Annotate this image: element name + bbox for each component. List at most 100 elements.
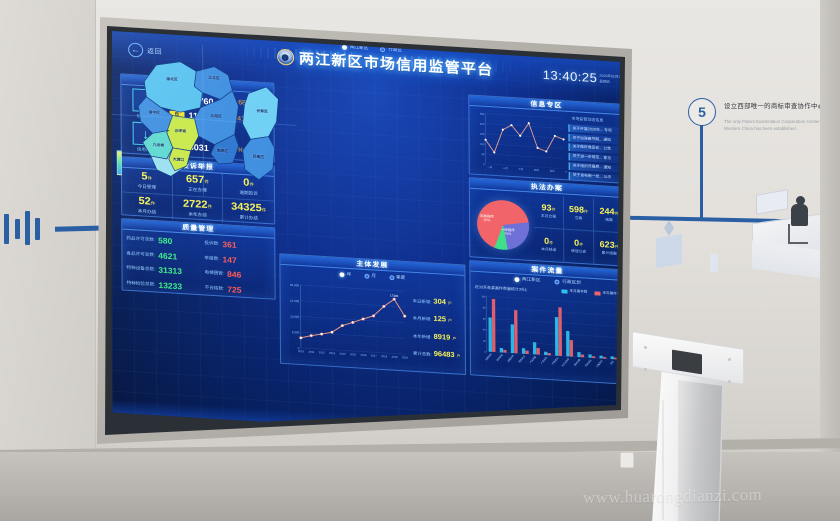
kiosk-edge — [662, 400, 664, 520]
quality-stats-grid: 药品许可总数: 580 投诉数: 361 食品许可总数: 4621 举报数: 147 特种设备总… — [122, 230, 274, 301]
svg-text:100: 100 — [481, 296, 486, 298]
illustration-bottle — [710, 254, 718, 272]
dashboard-screen: ← 返回 两江新区市场信用监管平台 13:40:25 2020年02月28日 星… — [110, 31, 620, 429]
growth-tab[interactable]: 季度 — [388, 274, 406, 281]
complaint-label: 累计办结 — [239, 214, 259, 221]
quality-right-cell: 不合格数: 725 — [199, 280, 271, 299]
enforcement-stat-cell: 0件 本月移送 — [534, 227, 565, 262]
growth-stat: 本月新增: 125 户 — [413, 313, 463, 325]
quality-label: 举报数: — [204, 255, 220, 261]
enforcement-value: 623件 — [599, 239, 619, 250]
svg-text:其他: 其他 — [609, 359, 616, 365]
wall-panel-left — [0, 0, 96, 521]
toggle-dot-icon — [554, 278, 560, 285]
bar-area-toggle-item[interactable]: 两江新区 — [514, 276, 540, 283]
svg-text:80: 80 — [483, 307, 486, 309]
info-news-list[interactable]: 市场监管动态信息 关于开展2020年... 专项 关于加强春节期... 通知 关于做好… — [568, 115, 620, 183]
growth-tab[interactable]: 年 — [339, 271, 352, 277]
growth-stat-unit: 户 — [447, 300, 452, 306]
growth-stat-value: 304 — [433, 296, 446, 306]
svg-text:一月: 一月 — [487, 165, 492, 169]
trend-line-chart: 0 50 100 150 200 250 一月 二月 三月 四月 五月 六月 — [472, 108, 570, 178]
growth-stat: 本年新增: 8919 户 — [413, 331, 463, 343]
panel-info-zone: 信息专区 050100150200250一月二月三月四月五月六月 市场监管动态信… — [468, 94, 620, 184]
bar-chart-wrap: 0 20 40 60 80 100 无照经营 商标侵权 虚假宣传 食品安全 产品质量 广告违法 价格违法… — [475, 292, 620, 381]
svg-text:计量违法: 计量违法 — [595, 358, 604, 368]
enforcement-stat-cell: 598件 立案 — [563, 196, 595, 231]
growth-chart-svg: 0 5,000 10,000 15,000 20,000 2010 2011 2012 2013… — [290, 283, 409, 360]
bar-toggle-label: 行政区划 — [562, 279, 581, 285]
enforcement-label: 本月立案 — [540, 213, 557, 219]
map-color-scale — [116, 150, 122, 176]
growth-tab-label: 季度 — [395, 274, 406, 280]
svg-text:60: 60 — [483, 318, 486, 320]
svg-text:2014: 2014 — [340, 352, 347, 356]
growth-tab-label: 月 — [371, 273, 376, 279]
quality-left-cell: 特种检验总数: 13233 — [127, 276, 199, 295]
svg-text:2016: 2016 — [360, 353, 367, 357]
growth-stat-unit: 户 — [452, 335, 457, 341]
tab-dot-icon — [364, 273, 370, 279]
svg-text:药品违法: 药品违法 — [584, 358, 593, 368]
kiosk-screw-2 — [728, 358, 731, 361]
svg-text:20,000: 20,000 — [290, 283, 300, 287]
wall-decor-line-vertical — [700, 104, 703, 220]
svg-text:2020: 2020 — [402, 355, 409, 359]
svg-text:四月: 四月 — [534, 168, 539, 172]
enforcement-label: 结案 — [605, 217, 613, 222]
illustration-person-head — [796, 196, 805, 205]
svg-text:食品安全: 食品安全 — [517, 354, 526, 364]
enforcement-label: 立案 — [574, 215, 583, 221]
quality-value: 361 — [222, 239, 237, 250]
complaint-stat-cell: 2722件 本年办结 — [172, 194, 224, 223]
bar-legend-label: 本月案件数 — [569, 288, 588, 294]
map-district-changshou — [242, 86, 279, 140]
svg-text:价格违法: 价格违法 — [550, 356, 559, 366]
wall-text-chinese: 设立西部唯一的商标审查协作中心。 — [724, 103, 832, 110]
info-list-item[interactable]: 关于发布新一批... 公示 — [568, 171, 620, 183]
complaint-label: 本年办结 — [188, 211, 207, 218]
svg-text:二月: 二月 — [503, 166, 508, 170]
growth-tab[interactable]: 月 — [364, 273, 376, 279]
wall-text-english: The only Patent Examination Cooperation … — [724, 119, 840, 131]
wall-infographic: 5 设立西部唯一的商标审查协作中心。 The only Patent Exami… — [628, 78, 840, 280]
svg-text:2012: 2012 — [319, 350, 326, 354]
growth-stat-label: 本日新增: — [412, 298, 432, 305]
bar-legend-item: 本月案件数 — [561, 288, 588, 294]
kiosk-column — [652, 364, 724, 521]
enforcement-label: 移送公安 — [571, 248, 587, 254]
quality-label: 投诉数: — [204, 240, 220, 246]
svg-text:五月: 五月 — [550, 169, 555, 173]
enforcement-label: 本月移送 — [541, 247, 557, 252]
svg-text:15,000: 15,000 — [290, 299, 300, 303]
legend-swatch — [561, 288, 568, 294]
bar-area-toggle-item[interactable]: 行政区划 — [554, 278, 581, 286]
svg-text:商标侵权: 商标侵权 — [495, 352, 504, 362]
quality-label: 特种检验总数: — [126, 280, 156, 287]
map-svg — [138, 61, 279, 181]
quality-label: 食品许可总数: — [126, 250, 156, 257]
panel-quality-management: 质量管理 药品许可总数: 580 投诉数: 361 食品许可总数: 4621 举报数: 147… — [121, 218, 276, 301]
quality-value: 13233 — [158, 280, 183, 292]
svg-text:0: 0 — [483, 163, 485, 166]
svg-text:0: 0 — [298, 346, 300, 350]
tab-dot-icon — [388, 274, 394, 280]
complaint-value: 34325件 — [231, 200, 267, 214]
svg-text:17300: 17300 — [390, 294, 399, 298]
growth-stat: 本日新增: 304 户 — [413, 295, 463, 307]
complaint-value: 52件 — [138, 195, 156, 208]
enforcement-value: 0件 — [544, 235, 554, 246]
svg-text:虚假宣传: 虚假宣传 — [506, 353, 515, 363]
svg-text:六月: 六月 — [565, 170, 567, 174]
kiosk-column-shadow — [678, 380, 722, 521]
illustration-person-body — [791, 204, 808, 226]
svg-text:150: 150 — [480, 133, 485, 136]
kiosk-screw-3 — [644, 368, 647, 371]
illustration-plant-icon — [664, 220, 674, 236]
enforcement-stat-cell: 93件 本月立案 — [533, 194, 565, 230]
enforcement-stat-cell: 0件 移送公安 — [564, 229, 595, 264]
quality-value: 580 — [158, 235, 173, 246]
map-district-nanan — [210, 134, 240, 165]
growth-stats-list: 本日新增: 304 户本月新增: 125 户本年新增: 8919 户累计总数: 96483 户 — [413, 286, 464, 369]
map-canvas[interactable]: 渝北区 江北区 北碚区 长寿区 巴南区 渝中区 沙坪坝 九龙坡 大渡口 南岸区 — [110, 39, 297, 201]
